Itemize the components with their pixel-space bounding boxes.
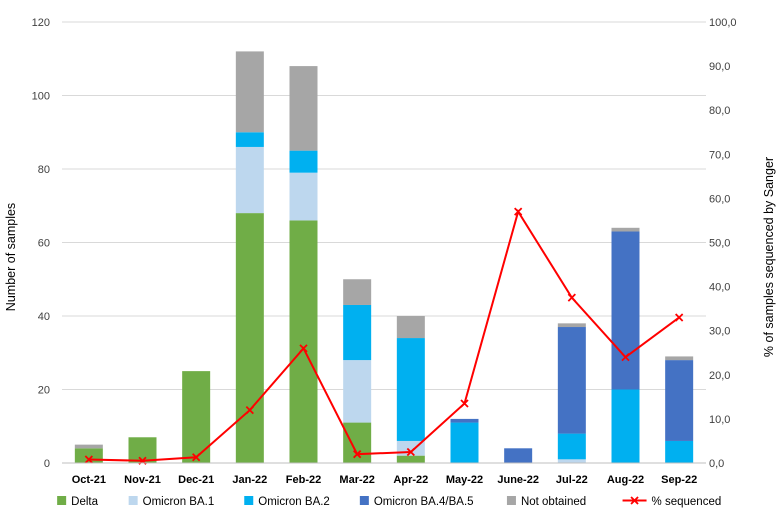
y2-axis-title: % of samples sequenced by Sanger xyxy=(762,157,776,357)
y-tick-label: 40 xyxy=(38,311,50,323)
legend-label: Not obtained xyxy=(521,496,586,508)
bar-segment xyxy=(343,422,372,463)
x-tick-label: Nov-21 xyxy=(124,474,161,486)
percent-sequenced-marker xyxy=(406,447,415,457)
y2-tick-label: 100,0 xyxy=(709,17,737,29)
percent-sequenced-marker xyxy=(460,399,469,408)
legend-swatch xyxy=(57,496,67,505)
percent-sequenced-polyline xyxy=(88,209,680,462)
x-tick-label: June-22 xyxy=(497,474,539,486)
bar-segment xyxy=(235,213,264,463)
x-axis: Oct-21 Nov-21 Dec-21 Jan-22 Feb-22 Mar-22 Apr-… xyxy=(62,462,706,486)
bar-segment xyxy=(289,172,318,221)
bar-segment xyxy=(665,360,694,441)
bar-segment xyxy=(235,132,264,147)
x-tick-label: Jan-22 xyxy=(232,474,267,486)
y2-tick-label: 80,0 xyxy=(709,105,730,117)
bar-segment xyxy=(289,150,318,173)
y2-tick-label: 70,0 xyxy=(709,149,730,161)
bar-segment xyxy=(289,220,318,463)
percent-sequenced-line xyxy=(84,207,684,465)
bar-segment xyxy=(343,279,372,305)
legend-swatch xyxy=(128,496,138,505)
y-tick-label: 120 xyxy=(32,17,50,29)
bar-segment xyxy=(128,437,157,463)
y-tick-label: 80 xyxy=(38,164,50,176)
bar-segment xyxy=(665,440,694,463)
percent-sequenced-marker xyxy=(192,453,201,462)
legend-label: Omicron BA.2 xyxy=(258,496,330,508)
x-tick-label: Dec-21 xyxy=(178,474,214,486)
y2-tick-label: 30,0 xyxy=(709,326,730,338)
x-tick-label: Sep-22 xyxy=(661,474,697,486)
legend-line-marker xyxy=(630,496,639,505)
percent-sequenced-marker xyxy=(245,405,254,415)
legend-label: % sequenced xyxy=(652,496,722,508)
bar-stacks xyxy=(74,51,694,463)
bar-segment xyxy=(450,418,479,423)
right-axis: 0,0 10,0 20,0 30,0 40,0 50,0 60,0 70,0 80,0 90,0 1… xyxy=(709,17,737,470)
y-tick-label: 60 xyxy=(38,238,50,250)
bar-segment xyxy=(557,327,586,434)
percent-sequenced-marker xyxy=(353,450,362,459)
y2-tick-label: 90,0 xyxy=(709,61,730,73)
y2-tick-label: 50,0 xyxy=(709,238,730,250)
x-tick-label: Aug-22 xyxy=(607,474,644,486)
legend-swatch xyxy=(359,496,369,505)
y-tick-label: 100 xyxy=(32,91,50,103)
y2-tick-label: 40,0 xyxy=(709,282,730,294)
x-tick-label: Apr-22 xyxy=(393,474,428,486)
bar-segment xyxy=(557,433,586,460)
y2-tick-label: 60,0 xyxy=(709,193,730,205)
percent-sequenced-marker xyxy=(84,455,93,464)
bar-segment xyxy=(396,338,425,441)
bar-segment xyxy=(611,231,640,390)
percent-sequenced-marker xyxy=(675,313,684,322)
legend-swatch xyxy=(506,496,516,505)
bar-segment xyxy=(235,146,264,214)
legend-swatch xyxy=(244,496,254,505)
bar-segment xyxy=(289,66,318,151)
y2-tick-label: 0,0 xyxy=(709,458,724,470)
bar-segment xyxy=(235,51,264,133)
percent-sequenced-marker xyxy=(299,344,308,353)
percent-sequenced-marker xyxy=(621,353,630,362)
x-tick-label: Jul-22 xyxy=(556,474,588,486)
x-tick-label: Mar-22 xyxy=(339,474,374,486)
legend: Delta Omicron BA.1 Omicron BA.2 Omicron BA.… xyxy=(57,496,721,508)
bar-segment xyxy=(74,448,103,463)
y-tick-label: 20 xyxy=(38,385,50,397)
y2-tick-label: 10,0 xyxy=(709,414,730,426)
y-tick-label: 0 xyxy=(44,458,50,470)
bar-segment xyxy=(396,316,425,339)
bar-segment xyxy=(343,304,372,361)
bar-segment xyxy=(665,356,694,361)
bar-segment xyxy=(450,422,479,463)
legend-label: Delta xyxy=(71,496,98,508)
bar-segment xyxy=(343,360,372,423)
x-tick-label: Oct-21 xyxy=(72,474,106,486)
percent-sequenced-marker xyxy=(567,293,576,302)
bar-segment xyxy=(611,227,640,232)
percent-sequenced-marker xyxy=(514,207,523,216)
bar-segment xyxy=(182,371,211,463)
legend-label: Omicron BA.1 xyxy=(143,496,215,508)
y-axis-title: Number of samples xyxy=(4,203,18,311)
left-axis: 0 20 40 60 80 100 120 xyxy=(32,17,50,470)
bar-segment xyxy=(74,444,103,449)
x-tick-label: Feb-22 xyxy=(286,474,321,486)
bar-segment xyxy=(557,459,586,463)
bar-segment xyxy=(557,323,586,328)
bar-segment xyxy=(396,455,425,463)
gridlines xyxy=(62,21,706,464)
y2-tick-label: 20,0 xyxy=(709,370,730,382)
bar-segment xyxy=(611,389,640,463)
x-tick-label: May-22 xyxy=(446,474,483,486)
legend-label: Omicron BA.4/BA.5 xyxy=(374,496,474,508)
bar-segment xyxy=(504,448,533,463)
